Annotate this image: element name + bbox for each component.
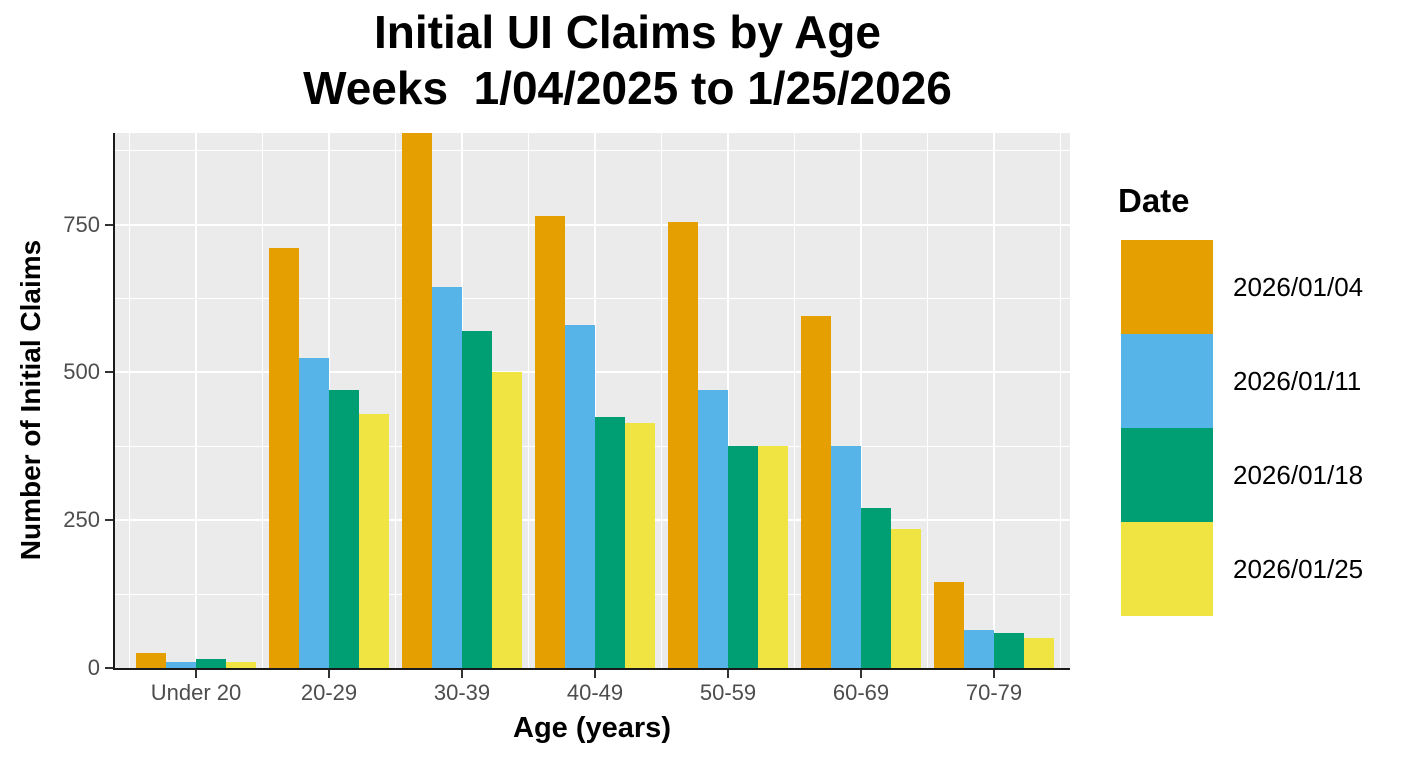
x-tick-label: 40-49 bbox=[566, 680, 624, 705]
x-tick bbox=[993, 670, 995, 678]
legend-swatch bbox=[1121, 240, 1213, 334]
chart-title-line2: Weeks 1/04/2025 to 1/25/2026 bbox=[303, 62, 952, 114]
gridline-minor-x bbox=[661, 133, 662, 668]
gridline-major-x bbox=[594, 133, 596, 668]
legend-label: 2026/01/25 bbox=[1233, 553, 1364, 584]
bar-2026-01-04-20-29 bbox=[269, 248, 299, 668]
bar-2026-01-18-Under-20 bbox=[196, 659, 226, 668]
x-tick bbox=[461, 670, 463, 678]
bar-2026-01-25-40-49 bbox=[625, 422, 655, 668]
gridline-minor-x bbox=[262, 133, 263, 668]
x-tick bbox=[860, 670, 862, 678]
y-tick-label: 500 bbox=[63, 359, 100, 385]
x-tick bbox=[195, 670, 197, 678]
bar-2026-01-04-Under-20 bbox=[136, 653, 166, 668]
y-tick-label: 0 bbox=[87, 655, 100, 680]
legend-item: 2026/01/18 bbox=[1121, 428, 1363, 522]
gridline-major-x bbox=[860, 133, 862, 668]
bar-2026-01-11-70-79 bbox=[964, 629, 994, 668]
x-axis-title: Age (years) bbox=[513, 712, 671, 744]
chart-title-line1: Initial UI Claims by Age bbox=[374, 6, 881, 58]
y-tick bbox=[105, 519, 113, 522]
bar-2026-01-04-40-49 bbox=[535, 215, 565, 668]
x-tick-label: 30-39 bbox=[433, 680, 491, 705]
x-tick bbox=[594, 670, 596, 678]
legend-label: 2026/01/04 bbox=[1233, 271, 1364, 302]
bar-2026-01-11-30-39 bbox=[432, 286, 462, 668]
bar-2026-01-11-20-29 bbox=[299, 357, 329, 668]
gridline-minor-x bbox=[1060, 133, 1061, 668]
gridline-minor-x bbox=[794, 133, 795, 668]
x-tick-label: 70-79 bbox=[965, 680, 1023, 705]
x-tick bbox=[727, 670, 729, 678]
y-tick-label: 750 bbox=[63, 211, 100, 237]
chart-title: Initial UI Claims by Age Weeks 1/04/2025 … bbox=[0, 4, 1255, 116]
y-tick bbox=[105, 667, 113, 669]
legend-item: 2026/01/25 bbox=[1121, 522, 1363, 616]
bar-2026-01-11-Under-20 bbox=[166, 662, 196, 668]
gridline-minor-x bbox=[395, 133, 396, 668]
bar-2026-01-11-40-49 bbox=[565, 325, 595, 668]
x-tick-label: 50-59 bbox=[699, 680, 757, 705]
legend-item: 2026/01/04 bbox=[1121, 240, 1363, 334]
bar-2026-01-18-70-79 bbox=[994, 632, 1024, 668]
x-tick-label: Under 20 bbox=[150, 680, 242, 705]
x-tick bbox=[328, 670, 330, 678]
bar-2026-01-04-50-59 bbox=[668, 221, 698, 668]
legend-label: 2026/01/11 bbox=[1233, 365, 1362, 396]
legend-item: 2026/01/11 bbox=[1121, 334, 1363, 428]
bar-2026-01-18-50-59 bbox=[728, 446, 758, 668]
y-tick bbox=[105, 371, 113, 374]
x-tick-label: 20-29 bbox=[300, 680, 358, 705]
bar-2026-01-25-30-39 bbox=[492, 372, 522, 668]
bar-2026-01-04-60-69 bbox=[801, 316, 831, 668]
bar-2026-01-25-Under-20 bbox=[226, 662, 256, 668]
bar-2026-01-11-50-59 bbox=[698, 390, 728, 668]
bar-2026-01-18-30-39 bbox=[462, 331, 492, 668]
gridline-major-y bbox=[115, 223, 1070, 226]
bar-2026-01-25-20-29 bbox=[359, 413, 389, 668]
bar-2026-01-18-60-69 bbox=[861, 508, 891, 668]
bar-2026-01-25-70-79 bbox=[1024, 638, 1054, 668]
gridline-minor-x bbox=[129, 133, 130, 668]
legend-swatch bbox=[1121, 428, 1213, 522]
legend-label: 2026/01/18 bbox=[1233, 459, 1364, 490]
gridline-major-x bbox=[993, 133, 995, 668]
x-axis-line bbox=[113, 668, 1070, 670]
gridline-minor-x bbox=[927, 133, 928, 668]
bar-2026-01-18-40-49 bbox=[595, 416, 625, 668]
gridline-minor-y bbox=[115, 150, 1070, 152]
legend-title: Date bbox=[1118, 182, 1190, 219]
y-tick bbox=[105, 223, 113, 226]
bar-2026-01-25-50-59 bbox=[758, 446, 788, 668]
bar-2026-01-04-30-39 bbox=[402, 133, 432, 668]
plot-panel bbox=[115, 133, 1070, 668]
gridline-major-x bbox=[195, 133, 197, 668]
x-tick-label: 60-69 bbox=[832, 680, 890, 705]
y-axis-line bbox=[113, 133, 115, 670]
bar-2026-01-18-20-29 bbox=[329, 390, 359, 668]
legend: 2026/01/04 2026/01/11 2026/01/18 2026/01/25 bbox=[1121, 240, 1363, 616]
bar-2026-01-11-60-69 bbox=[831, 446, 861, 668]
bar-2026-01-04-70-79 bbox=[934, 582, 964, 668]
bar-2026-01-25-60-69 bbox=[891, 529, 921, 668]
legend-swatch bbox=[1121, 522, 1213, 616]
legend-swatch bbox=[1121, 334, 1213, 428]
gridline-minor-y bbox=[115, 298, 1070, 300]
y-tick-label: 250 bbox=[63, 507, 100, 533]
gridline-minor-x bbox=[528, 133, 529, 668]
gridline-major-x bbox=[727, 133, 729, 668]
